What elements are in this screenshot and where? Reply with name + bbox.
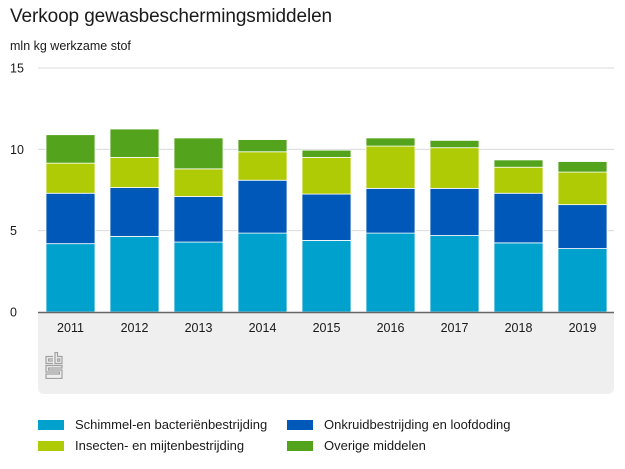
legend-item[interactable]: Onkruidbestrijding en loofdoding bbox=[287, 417, 510, 432]
bar-segment[interactable] bbox=[237, 179, 288, 234]
bar-segment[interactable] bbox=[173, 137, 224, 170]
bar-segment[interactable] bbox=[429, 235, 480, 313]
bar-segment[interactable] bbox=[429, 147, 480, 189]
x-tick-label: 2012 bbox=[121, 321, 149, 335]
bar-segment[interactable] bbox=[173, 168, 224, 197]
legend-swatch bbox=[287, 440, 313, 451]
x-tick-label: 2011 bbox=[57, 321, 84, 335]
bar-segment[interactable] bbox=[109, 187, 160, 237]
y-tick-label: 15 bbox=[10, 62, 24, 76]
bar-segment[interactable] bbox=[109, 157, 160, 188]
x-tick-label: 2019 bbox=[569, 321, 597, 335]
bar-segment[interactable] bbox=[365, 145, 416, 189]
legend-item[interactable]: Schimmel-en bacteriënbestrijding bbox=[38, 417, 267, 432]
bar-segment[interactable] bbox=[493, 192, 544, 244]
y-tick-label: 5 bbox=[10, 224, 17, 238]
x-tick-label: 2014 bbox=[249, 321, 277, 335]
bar-segment[interactable] bbox=[301, 193, 352, 241]
legend-item[interactable]: Insecten- en mijtenbestrijding bbox=[38, 438, 244, 453]
legend-label: Insecten- en mijtenbestrijding bbox=[75, 438, 245, 453]
x-tick-labels: 2011 2012 2013 2014 2015 2016 2017 2018 2019 bbox=[57, 321, 596, 335]
bar-segment[interactable] bbox=[301, 240, 352, 313]
cbs-logo-icon bbox=[45, 352, 63, 379]
x-tick-label: 2017 bbox=[441, 321, 469, 335]
y-tick-label: 10 bbox=[10, 143, 24, 157]
bar-segment[interactable] bbox=[301, 149, 352, 158]
bar-segment[interactable] bbox=[493, 159, 544, 168]
bar-segment[interactable] bbox=[45, 134, 96, 164]
bars bbox=[45, 128, 608, 313]
bar-segment[interactable] bbox=[45, 243, 96, 313]
x-axis-panel bbox=[38, 313, 614, 394]
x-tick-label: 2015 bbox=[313, 321, 341, 335]
bar-segment[interactable] bbox=[557, 161, 608, 173]
legend-label: Schimmel-en bacteriënbestrijding bbox=[75, 417, 268, 432]
bar-segment[interactable] bbox=[429, 139, 480, 149]
bar-segment[interactable] bbox=[45, 162, 96, 194]
legend-swatch bbox=[38, 440, 64, 451]
bar-segment[interactable] bbox=[45, 192, 96, 245]
bar-segment[interactable] bbox=[557, 204, 608, 249]
y-axis-label: mln kg werkzame stof bbox=[10, 39, 131, 53]
legend-label: Overige middelen bbox=[324, 438, 426, 453]
bar-segment[interactable] bbox=[493, 166, 544, 194]
legend-swatch bbox=[287, 419, 313, 430]
bar-segment[interactable] bbox=[301, 157, 352, 195]
bar-segment[interactable] bbox=[365, 137, 416, 147]
y-tick-label: 0 bbox=[10, 306, 17, 320]
bar-segment[interactable] bbox=[365, 187, 416, 234]
y-tick-labels: 0 5 10 15 bbox=[10, 62, 24, 320]
legend-item[interactable]: Overige middelen bbox=[287, 438, 426, 453]
bar-segment[interactable] bbox=[173, 241, 224, 313]
bar-segment[interactable] bbox=[557, 171, 608, 206]
bar-segment[interactable] bbox=[365, 232, 416, 313]
bar-segment[interactable] bbox=[493, 242, 544, 313]
bar-segment[interactable] bbox=[237, 139, 288, 153]
bar-segment[interactable] bbox=[173, 196, 224, 243]
x-tick-label: 2016 bbox=[377, 321, 405, 335]
bar-segment[interactable] bbox=[109, 235, 160, 313]
bar-segment[interactable] bbox=[237, 232, 288, 313]
legend-swatch bbox=[38, 419, 64, 430]
bar-segment[interactable] bbox=[429, 187, 480, 236]
bar-segment[interactable] bbox=[237, 151, 288, 181]
chart-title: Verkoop gewasbeschermingsmiddelen bbox=[10, 6, 333, 27]
x-tick-label: 2013 bbox=[185, 321, 213, 335]
legend-label: Onkruidbestrijding en loofdoding bbox=[324, 417, 511, 432]
bar-segment[interactable] bbox=[109, 128, 160, 158]
bar-segment[interactable] bbox=[557, 248, 608, 313]
x-tick-label: 2018 bbox=[505, 321, 533, 335]
